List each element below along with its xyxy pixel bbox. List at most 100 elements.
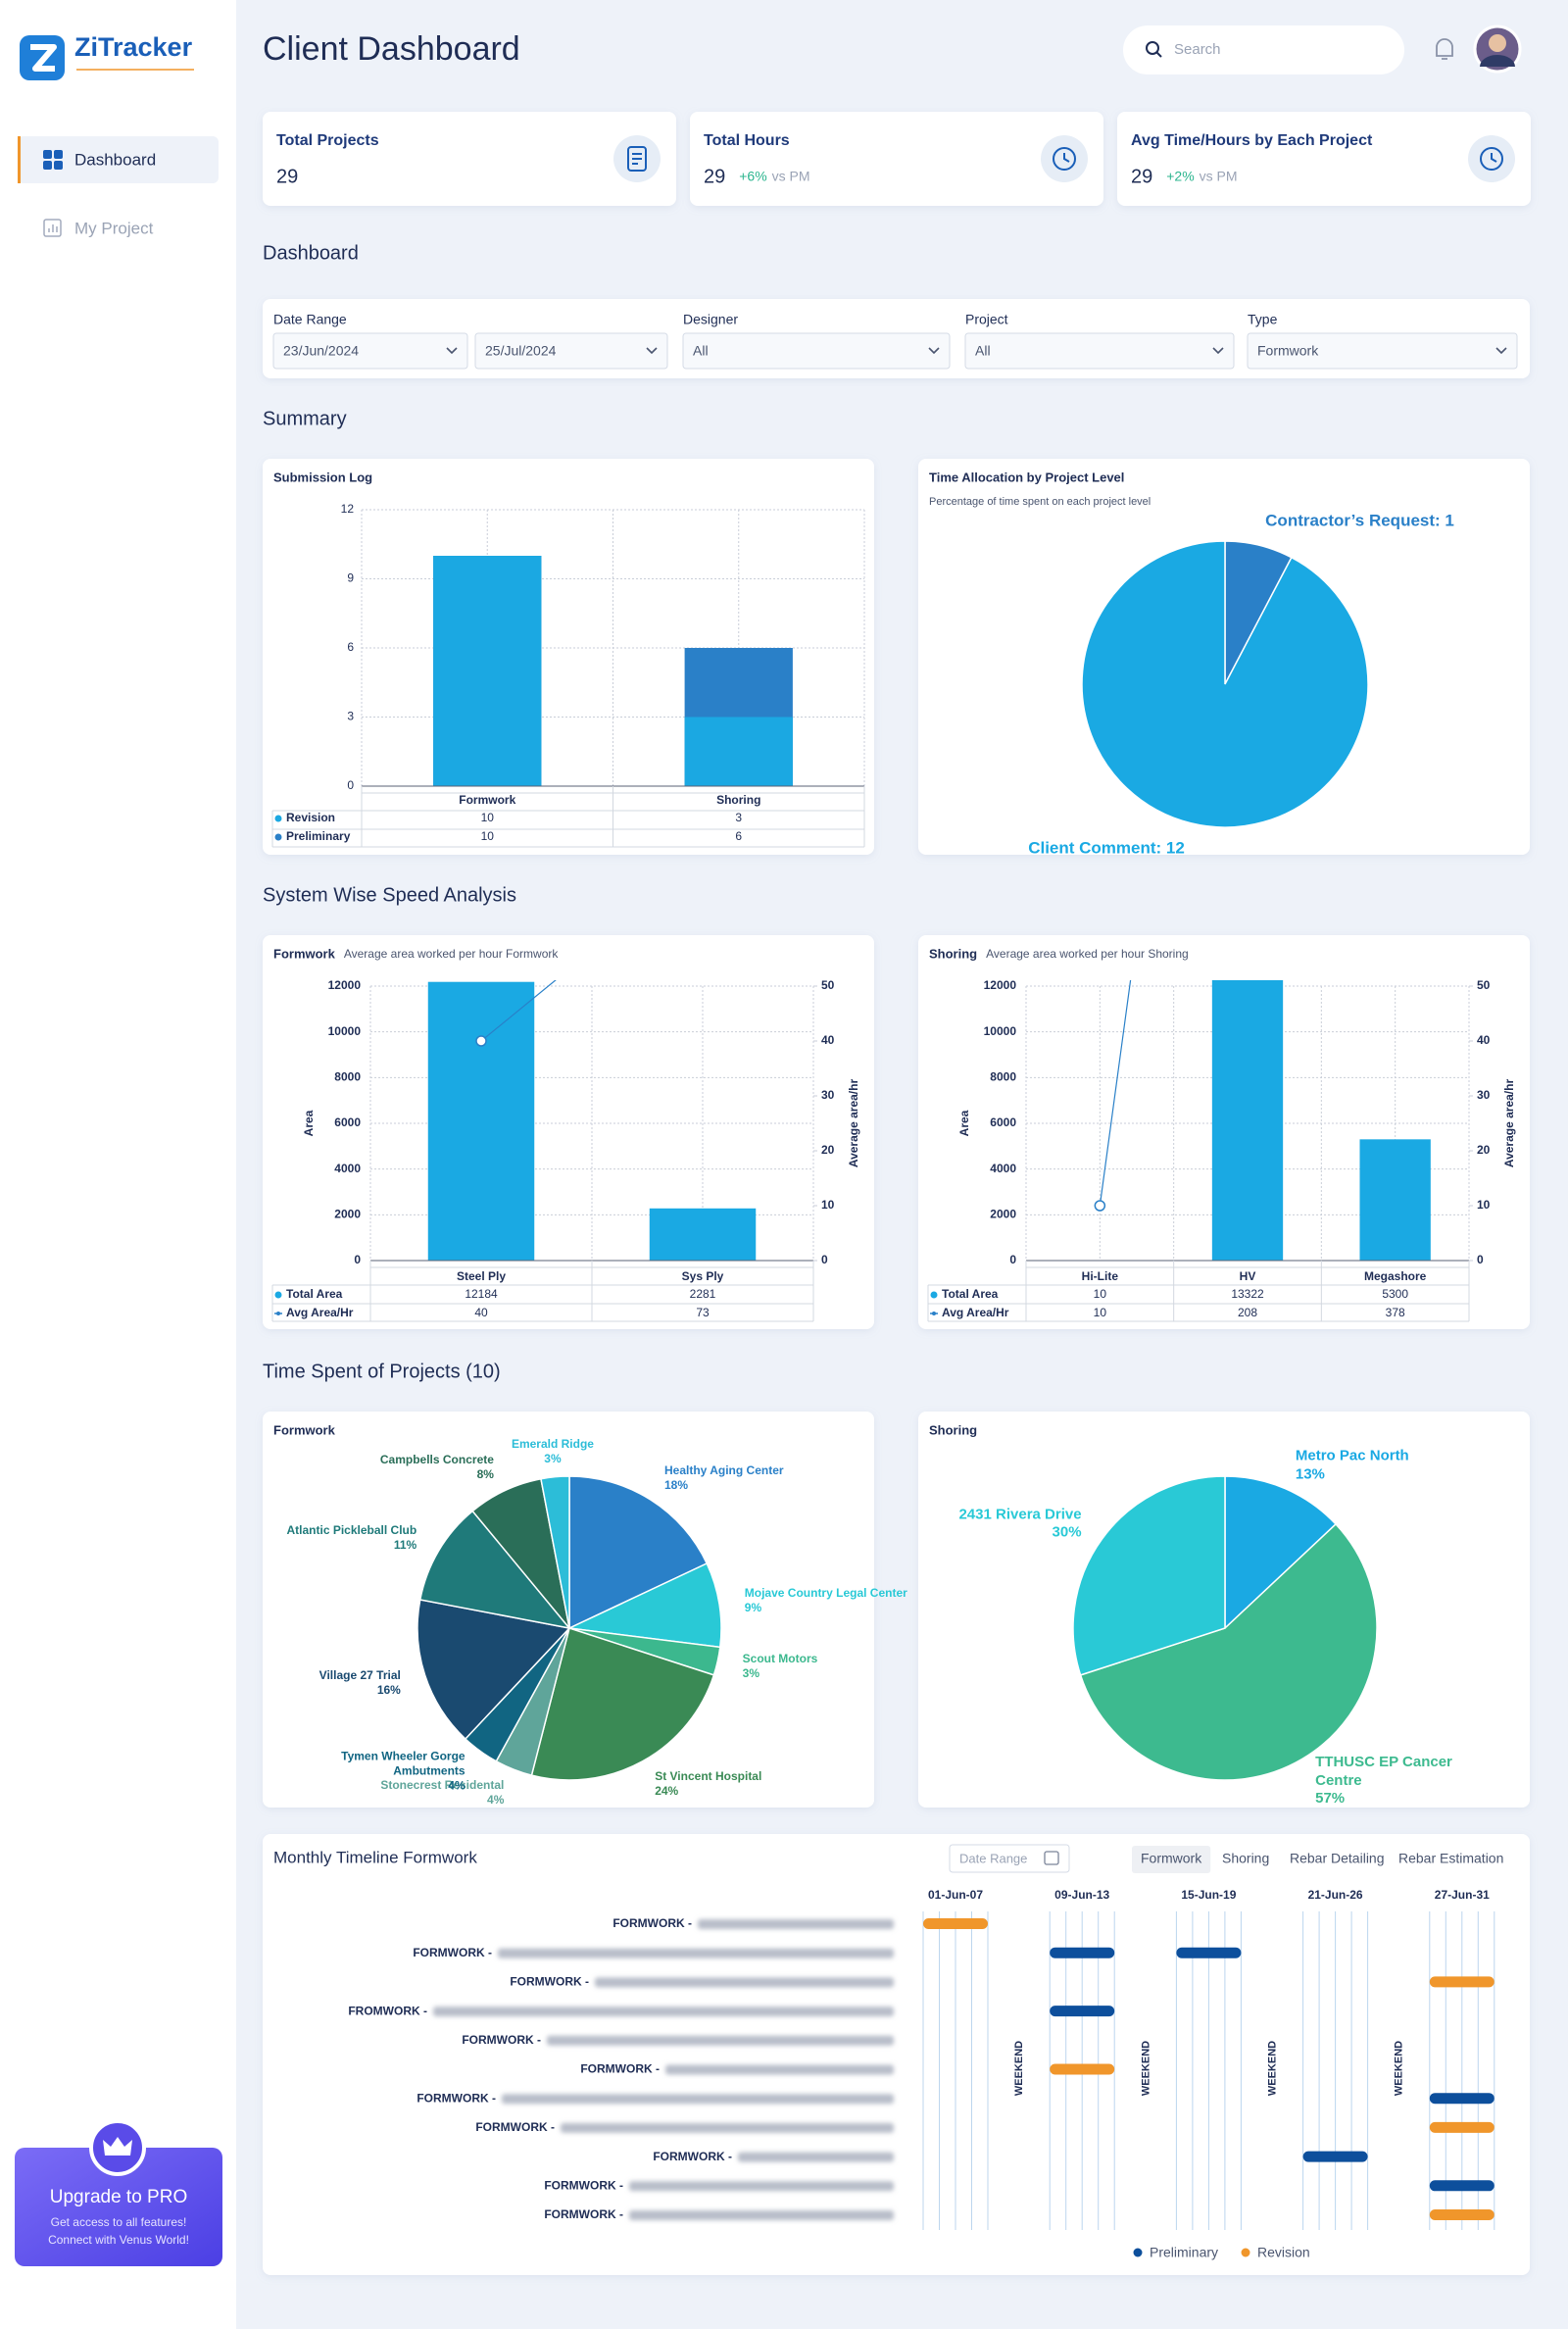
data-label: 10 bbox=[481, 811, 495, 824]
weekend-label: WEEKEND bbox=[1013, 2041, 1025, 2096]
filter-label: Designer bbox=[683, 312, 738, 327]
filter-select[interactable] bbox=[474, 332, 668, 370]
timeline-column: 01-Jun-07 bbox=[928, 1888, 983, 1902]
timeline-bar bbox=[923, 1918, 988, 1929]
timeline-row-label: FORMWORK - bbox=[475, 2120, 555, 2134]
menu-active-marker bbox=[18, 136, 21, 183]
y2-tick-label: 50 bbox=[821, 978, 835, 992]
timeline-title: Monthly Timeline Formwork bbox=[273, 1848, 477, 1866]
y2-tick-label: 40 bbox=[1477, 1033, 1491, 1047]
chevron bbox=[1495, 347, 1507, 355]
y-axis-title: Area bbox=[302, 1110, 316, 1136]
pie-slice bbox=[530, 1627, 715, 1781]
y-tick-label: 12 bbox=[341, 502, 355, 516]
blurred-project-name bbox=[595, 1977, 894, 1988]
data-label: 6 bbox=[735, 829, 742, 843]
data-label: 10 bbox=[1094, 1306, 1107, 1319]
legend-label: Total Area bbox=[286, 1287, 343, 1301]
chart-title: Time Allocation by Project Level bbox=[929, 470, 1124, 484]
data-label: 10 bbox=[481, 829, 495, 843]
y2-tick-label: 0 bbox=[821, 1253, 828, 1266]
tab[interactable]: Rebar Estimation bbox=[1398, 1851, 1503, 1866]
upgrade-card[interactable]: Upgrade to PRO Get access to all feature… bbox=[15, 2119, 222, 2266]
y2-tick-label: 40 bbox=[821, 1033, 835, 1047]
table-header: Megashore bbox=[1364, 1269, 1427, 1283]
chevron bbox=[928, 347, 940, 355]
logo[interactable]: ZiTracker bbox=[20, 32, 194, 80]
filter-select[interactable] bbox=[964, 332, 1235, 370]
filter-value: Formwork bbox=[1257, 343, 1319, 359]
y-tick-label: 12000 bbox=[328, 978, 362, 992]
table-header: Steel Ply bbox=[457, 1269, 506, 1283]
chart-title: Shoring bbox=[929, 946, 977, 961]
timeline-column: 15-Jun-19 bbox=[1181, 1888, 1236, 1902]
search-placeholder: Search bbox=[1174, 41, 1221, 58]
card bbox=[1117, 112, 1531, 206]
y-tick-label: 10000 bbox=[328, 1024, 362, 1038]
filter-value: 23/Jun/2024 bbox=[283, 343, 359, 359]
y-tick-label: 12000 bbox=[984, 978, 1017, 992]
timeline-row-label: FORMWORK - bbox=[580, 2062, 660, 2076]
notification-icon[interactable] bbox=[1436, 38, 1453, 60]
y2-tick-label: 10 bbox=[821, 1198, 835, 1212]
line-point bbox=[699, 856, 707, 864]
y-tick-label: 6 bbox=[347, 640, 354, 654]
table-header: Shoring bbox=[716, 793, 760, 807]
filter-select[interactable] bbox=[1247, 332, 1518, 370]
menu-icon bbox=[43, 161, 52, 170]
bar bbox=[684, 717, 793, 786]
pie-slice bbox=[1224, 1475, 1338, 1630]
y2-tick-label: 30 bbox=[1477, 1088, 1491, 1102]
bar bbox=[1211, 980, 1284, 1261]
filter-label: Type bbox=[1248, 312, 1278, 327]
filter-select[interactable] bbox=[682, 332, 951, 370]
y-tick-label: 9 bbox=[347, 571, 354, 585]
date-range-input[interactable] bbox=[949, 1844, 1070, 1873]
upgrade-text: Get access to all features! bbox=[51, 2215, 187, 2229]
blurred-project-name bbox=[547, 2035, 894, 2046]
chart-title: Formwork bbox=[273, 1422, 336, 1437]
tab[interactable]: Rebar Detailing bbox=[1290, 1851, 1385, 1866]
kpi-value: 29 bbox=[704, 166, 725, 187]
data-label: 5300 bbox=[1382, 1287, 1408, 1301]
legend-marker bbox=[274, 833, 282, 841]
card bbox=[263, 112, 676, 206]
menu-icon bbox=[43, 150, 52, 159]
menu-item[interactable]: Dashboard bbox=[74, 150, 156, 169]
blurred-project-name bbox=[698, 1919, 894, 1929]
filter-select[interactable] bbox=[272, 332, 468, 370]
y-tick-label: 2000 bbox=[334, 1208, 361, 1221]
menu-icon bbox=[43, 219, 62, 237]
legend-marker bbox=[274, 815, 282, 822]
logo-z bbox=[30, 44, 57, 72]
timeline-column: 21-Jun-26 bbox=[1308, 1888, 1363, 1902]
timeline-row-label: FORMWORK - bbox=[653, 2150, 732, 2163]
menu-item[interactable]: My Project bbox=[74, 219, 154, 237]
pie-slice bbox=[418, 1510, 571, 1630]
calendar-icon bbox=[1044, 1851, 1059, 1865]
pie-slice bbox=[566, 1562, 722, 1649]
kpi-label: Avg Time/Hours by Each Project bbox=[1131, 132, 1373, 149]
section-title: System Wise Speed Analysis bbox=[263, 884, 516, 906]
search-box[interactable] bbox=[1123, 25, 1404, 74]
pie-slice bbox=[1072, 1475, 1226, 1676]
pie-slice bbox=[568, 1475, 709, 1630]
line bbox=[480, 980, 557, 1042]
tab[interactable]: Shoring bbox=[1222, 1851, 1269, 1866]
legend-label: Avg Area/Hr bbox=[942, 1306, 1009, 1319]
timeline-bar bbox=[1050, 1947, 1115, 1958]
tab[interactable]: Formwork bbox=[1141, 1851, 1202, 1866]
kpi-icon bbox=[632, 153, 642, 165]
kpi-icon bbox=[1053, 147, 1076, 171]
timeline-bar bbox=[1429, 2209, 1494, 2220]
blurred-project-name bbox=[629, 2210, 894, 2220]
y-tick-label: 6000 bbox=[334, 1115, 361, 1129]
card bbox=[690, 112, 1103, 206]
data-label: 2281 bbox=[690, 1287, 716, 1301]
timeline-row-label: FORMWORK - bbox=[612, 1916, 692, 1930]
filter-value: All bbox=[693, 343, 709, 359]
avatar-face bbox=[1489, 34, 1506, 52]
kpi-change: +6% bbox=[739, 169, 766, 184]
kpi-note: vs PM bbox=[772, 169, 810, 184]
